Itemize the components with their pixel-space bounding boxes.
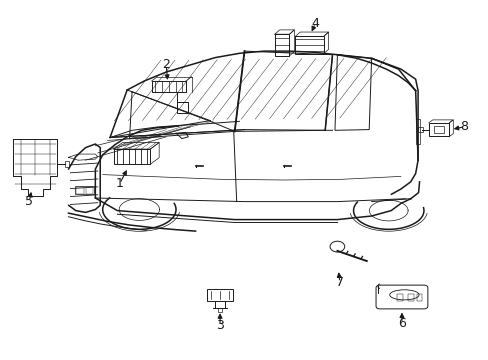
Bar <box>206 289 233 301</box>
Bar <box>217 308 222 312</box>
Bar <box>433 126 443 133</box>
Text: 8: 8 <box>460 120 468 133</box>
Bar <box>407 294 413 301</box>
Text: 2: 2 <box>162 58 170 71</box>
Bar <box>177 102 187 113</box>
Bar <box>274 34 289 56</box>
Bar <box>151 81 185 92</box>
Bar <box>75 186 94 194</box>
Text: 6: 6 <box>397 317 405 330</box>
Text: 4: 4 <box>311 17 319 30</box>
Bar <box>428 123 448 136</box>
Bar <box>85 187 93 194</box>
Bar <box>415 119 419 144</box>
Text: 7: 7 <box>335 276 343 289</box>
Bar <box>295 36 323 54</box>
Bar <box>417 127 422 132</box>
Text: 3: 3 <box>216 319 224 332</box>
Bar <box>64 161 69 167</box>
Text: 1: 1 <box>116 177 123 190</box>
Bar <box>396 294 402 301</box>
Text: 5: 5 <box>25 195 33 208</box>
Bar <box>416 294 422 301</box>
Bar <box>76 187 84 194</box>
